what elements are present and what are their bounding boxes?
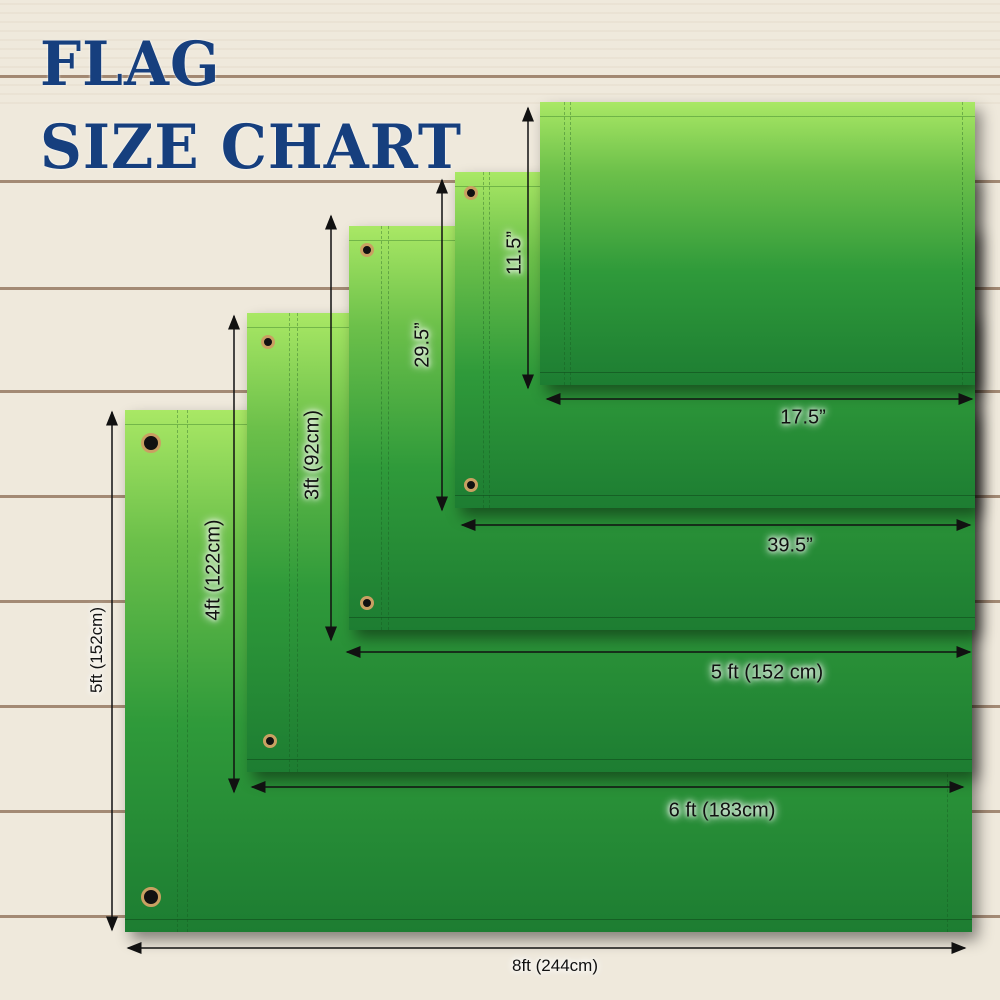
width-label-5ft: 5 ft (152 cm)	[710, 661, 824, 684]
height-label-5ft: 5ft (152cm)	[87, 607, 106, 693]
height-label-4ft: 4ft (122cm)	[202, 519, 225, 621]
height-label-29.5: 29.5”	[411, 322, 434, 368]
grommet	[141, 433, 161, 453]
width-label-17.5: 17.5”	[780, 406, 826, 429]
grommet	[261, 335, 275, 349]
grommet	[464, 186, 478, 200]
grommet	[464, 478, 478, 492]
width-label-6ft: 6 ft (183cm)	[668, 799, 776, 822]
grommet	[263, 734, 277, 748]
width-label-39.5: 39.5”	[767, 534, 813, 557]
title-line-2: SIZE CHART	[40, 111, 463, 183]
height-label-3ft: 3ft (92cm)	[301, 409, 324, 501]
width-label-8ft: 8ft (244cm)	[512, 956, 598, 975]
flag-17.5x11.5	[540, 102, 975, 385]
grommet	[360, 596, 374, 610]
title-line-1: FLAG	[40, 28, 221, 100]
height-label-11.5: 11.5”	[503, 230, 526, 276]
grommet	[360, 243, 374, 257]
grommet	[141, 887, 161, 907]
